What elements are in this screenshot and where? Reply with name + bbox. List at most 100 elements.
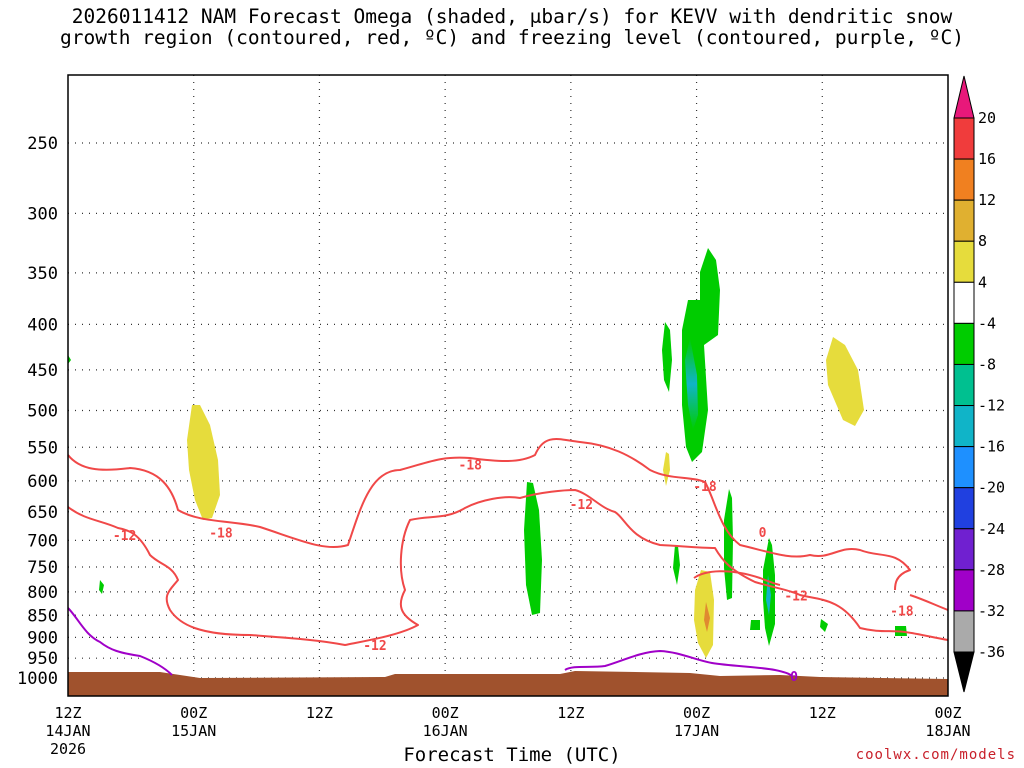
grid-lines <box>68 75 948 696</box>
colorbar-triangle-top <box>953 75 975 119</box>
y-tick-label: 750 <box>27 558 58 578</box>
omega-negative-region <box>750 620 760 630</box>
contour-label: -18 <box>459 458 483 473</box>
chart-title-line-2: growth region (contoured, red, ºC) and f… <box>60 26 964 49</box>
colorbar-swatch <box>953 158 975 201</box>
y-tick-label: 500 <box>27 402 58 422</box>
colorbar-tick-label: 20 <box>978 109 996 127</box>
y-tick-label: 700 <box>27 531 58 551</box>
y-tick-label: 250 <box>27 134 58 154</box>
omega-negative-region <box>99 580 104 594</box>
contour-label: 0 <box>790 670 798 685</box>
y-tick-label: 550 <box>27 438 58 458</box>
contour-label: -18 <box>890 605 914 620</box>
colorbar-swatch <box>953 446 975 489</box>
colorbar-triangle-bottom <box>953 651 975 693</box>
contour-label: -12 <box>784 590 807 605</box>
x-axis-title: Forecast Time (UTC) <box>403 744 621 766</box>
colorbar-tick-label: -16 <box>978 438 1005 456</box>
colorbar-swatch <box>953 240 975 283</box>
contour-label: -12 <box>570 498 593 513</box>
colorbar-tick-label: 8 <box>978 232 987 250</box>
colorbar-swatch <box>953 322 975 365</box>
x-tick-date: 16JAN <box>423 722 468 740</box>
colorbar-swatch <box>953 610 975 653</box>
colorbar-swatch <box>953 528 975 571</box>
x-tick-label: 12Z <box>809 704 836 722</box>
freezing-line <box>67 607 173 676</box>
x-tick-label: 12Z <box>557 704 584 722</box>
colorbar-swatch <box>953 117 975 160</box>
contour-label: -12 <box>363 639 386 654</box>
freezing-line <box>564 650 793 677</box>
colorbar-swatch <box>953 405 975 448</box>
colorbar-tick-label: -24 <box>978 520 1005 538</box>
contour-line-minus18 <box>67 438 949 611</box>
contour-label: -18 <box>209 527 233 542</box>
omega-negative-region <box>820 619 828 632</box>
y-tick-label: 950 <box>27 649 58 669</box>
y-tick-label: 850 <box>27 606 58 626</box>
x-tick-date: 18JAN <box>925 722 970 740</box>
omega-colorbar: 20 16 12 8 4 -4 -8 -12 -16 -20 -24 -28 -32 -36 <box>953 75 1005 693</box>
omega-positive-region <box>826 337 864 426</box>
x-tick-date: 14JAN <box>45 722 90 740</box>
ground-surface <box>68 671 948 696</box>
omega-positive-region <box>704 602 710 632</box>
plot-frame <box>67 74 949 697</box>
y-tick-label: 800 <box>27 583 58 603</box>
freezing-level-contours <box>67 607 793 677</box>
colorbar-tick-label: -8 <box>978 355 996 373</box>
colorbar-swatch <box>953 281 975 324</box>
omega-positive-region <box>663 452 670 486</box>
contour-labels: -18 -12 -18 -12 -18 0 -12 -18 -12 0 <box>113 458 914 685</box>
omega-positive-region <box>187 405 220 520</box>
y-tick-label: 1000 <box>17 669 58 689</box>
contour-label: 0 <box>759 526 767 541</box>
x-tick-label: 00Z <box>683 704 710 722</box>
omega-negative-region <box>662 322 672 392</box>
credit-link[interactable]: coolwx.com/models <box>855 747 1016 763</box>
x-tick-date: 15JAN <box>171 722 216 740</box>
chart-title-line-1: 2026011412 NAM Forecast Omega (shaded, μ… <box>71 5 953 28</box>
colorbar-tick-label: -28 <box>978 561 1005 579</box>
y-tick-label: 650 <box>27 503 58 523</box>
x-tick-label: 00Z <box>180 704 207 722</box>
omega-positive-region <box>694 570 714 658</box>
colorbar-swatch <box>953 569 975 612</box>
colorbar-tick-label: -36 <box>978 643 1005 661</box>
colorbar-swatch <box>953 487 975 530</box>
colorbar-tick-label: -4 <box>978 314 996 332</box>
omega-shading <box>68 248 907 658</box>
omega-negative-region <box>724 489 733 600</box>
y-axis: 2503003504004505005506006507007508008509… <box>17 134 58 689</box>
omega-negative-region <box>673 545 680 585</box>
colorbar-tick-label: 4 <box>978 273 987 291</box>
y-tick-label: 350 <box>27 264 58 284</box>
x-tick-year: 2026 <box>50 740 86 758</box>
x-tick-date: 17JAN <box>674 722 719 740</box>
colorbar-tick-label: 12 <box>978 191 996 209</box>
x-tick-label: 12Z <box>306 704 333 722</box>
y-tick-label: 400 <box>27 315 58 335</box>
colorbar-tick-label: -12 <box>978 397 1005 415</box>
dendritic-contours <box>67 438 949 646</box>
x-tick-label: 00Z <box>432 704 459 722</box>
chart-title: 2026011412 NAM Forecast Omega (shaded, μ… <box>0 6 1024 48</box>
contour-label: -12 <box>113 529 136 544</box>
x-tick-label: 00Z <box>934 704 961 722</box>
colorbar-swatch <box>953 363 975 407</box>
y-tick-label: 600 <box>27 472 58 492</box>
colorbar-tick-label: -20 <box>978 479 1005 497</box>
y-tick-label: 900 <box>27 628 58 648</box>
contour-line-minus12 <box>67 489 949 646</box>
colorbar-swatch <box>953 199 975 242</box>
x-tick-label: 12Z <box>54 704 81 722</box>
omega-negative-region <box>685 338 698 430</box>
colorbar-tick-label: -32 <box>978 602 1005 620</box>
y-tick-label: 450 <box>27 361 58 381</box>
contour-line-0 <box>693 570 781 586</box>
omega-negative-region <box>524 482 542 615</box>
